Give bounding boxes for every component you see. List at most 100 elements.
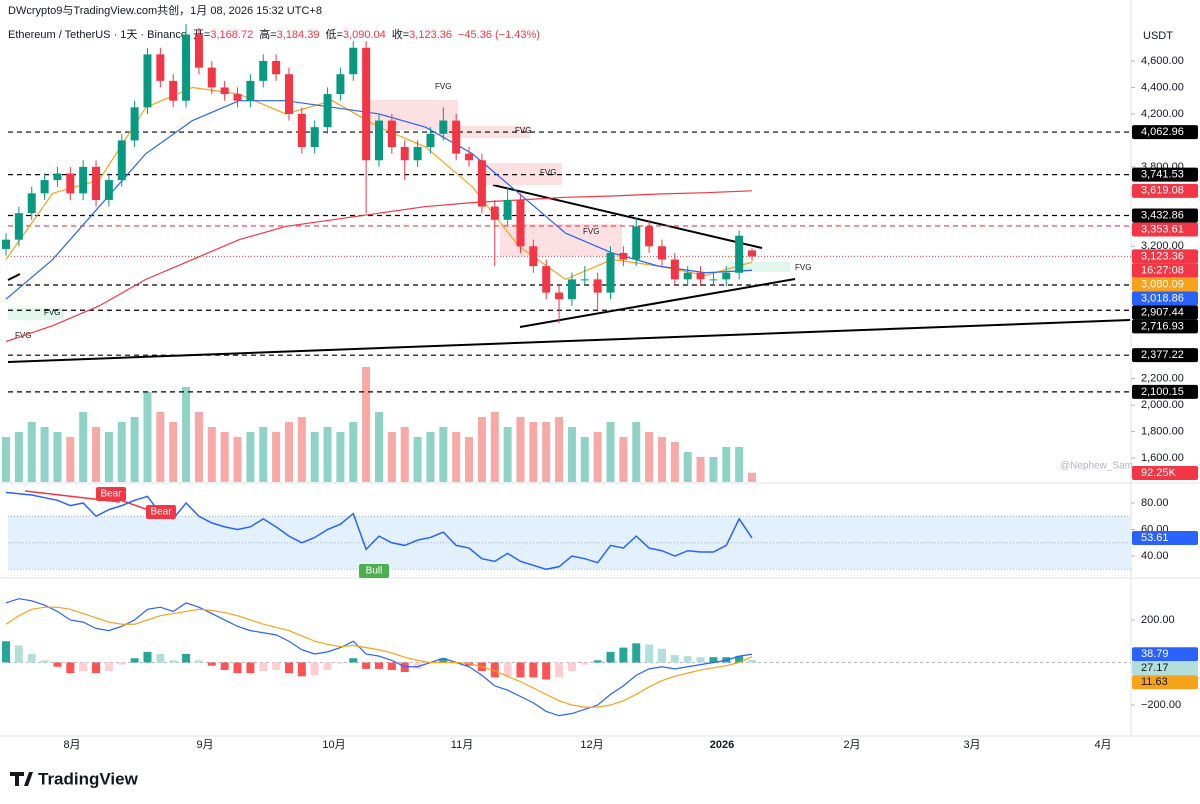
candle-body [143,54,152,108]
candle-body [709,279,718,281]
candle-body [387,120,396,148]
header-field: 3,090.04 [343,29,386,41]
macd-histogram [169,660,178,663]
rsi-line [5,491,753,571]
candle-body [40,180,49,194]
macd-histogram [143,651,152,663]
macd-histogram [529,662,538,678]
macd-histogram [503,662,512,677]
price-label: 3,619.08 [1141,185,1184,197]
candle-body [323,94,332,128]
candle-body [657,246,666,260]
candle-body [194,34,203,68]
volume-bar [169,422,178,482]
volume-bar [709,457,718,482]
x-tick-label: 10月 [322,739,345,751]
y-tick-label: 1,600.00 [1141,452,1184,464]
y-tick-label: 2,000.00 [1141,399,1184,411]
macd-histogram [413,662,422,669]
volume-bar [555,417,564,482]
price-label-bg [1132,167,1198,182]
price-label-bg [1132,277,1198,292]
macd-histogram [104,662,113,672]
trendline [7,319,1131,363]
candle-body [284,74,293,114]
price-label-bg [1132,208,1198,223]
macd-histogram [657,648,666,663]
logo-icon [10,772,33,786]
candle-body [53,173,62,181]
macd-histogram [670,655,679,663]
candle-body [683,272,692,280]
fvg-label: FVG [44,308,60,317]
header-field: 高= [259,27,276,41]
volume-bar [683,452,692,482]
macd-histogram [14,645,23,663]
macd-line [5,598,753,717]
candle-body [310,127,319,148]
volume-label-bg [1132,466,1198,480]
volume-bar [117,422,126,482]
volume-bar [400,427,409,482]
candle-body [632,226,641,260]
fvg-label: FVG [795,263,811,272]
macd-histogram [79,662,88,672]
macd-histogram [542,662,551,680]
volume-bar [14,432,23,482]
candle-body [117,140,126,181]
fvg-zone [8,308,64,320]
trendlines [7,184,1131,568]
macd-label: 38.79 [1141,648,1169,660]
volume-bar [362,367,371,482]
macd-histogram [194,660,203,663]
candle-body [207,67,216,88]
volume-label: 92.25K [1141,467,1177,479]
logo: TradingView [10,769,139,788]
y-tick-label: 80.00 [1141,497,1169,509]
volume-bar [645,432,654,482]
candle-body [465,153,474,161]
y-tick-label: 2,200.00 [1141,373,1184,385]
fvg-zone [478,163,562,185]
candle-body [555,292,564,300]
macd-histogram [233,662,242,674]
volume-bar [375,412,383,482]
divergence-label-bg [96,487,126,501]
x-tick-label: 3月 [963,739,980,751]
volume-bar [619,437,628,482]
divergence-label-bg [146,505,176,519]
price-label-bg [1132,319,1198,334]
volume-bar [259,427,268,482]
volume-bar [323,427,332,482]
divergence-label: Bear [100,489,122,500]
macd-histogram [27,653,36,663]
rsi-label-bg [1132,530,1198,545]
signal-line [5,606,753,708]
macd-histogram [735,656,744,663]
fvg-label: FVG [540,168,556,177]
price-label: 2,377.22 [1141,349,1184,361]
candle-body [27,193,36,214]
candle-body [452,120,461,154]
volume-bar [657,437,666,482]
countdown-bg [1132,263,1198,278]
candle-body [66,173,75,194]
header-field: 收= [392,27,409,41]
volume-bar [66,437,75,482]
volume-bar [670,442,679,482]
price-label-bg [1132,348,1198,363]
price-label-bg [1132,125,1198,140]
divergence-label-bg [359,564,389,578]
volume-bar [465,437,474,482]
macd-histogram [516,662,525,678]
divergence-label: Bull [366,566,383,577]
macd-histogram [619,647,628,663]
candle-body [516,199,525,247]
macd-histogram [220,662,229,670]
logo-text: TradingView [38,769,139,788]
price-label-bg [1132,222,1198,237]
macd-histogram [336,662,345,664]
macd-histogram [606,651,615,663]
y-tick-label: 1,800.00 [1141,425,1184,437]
